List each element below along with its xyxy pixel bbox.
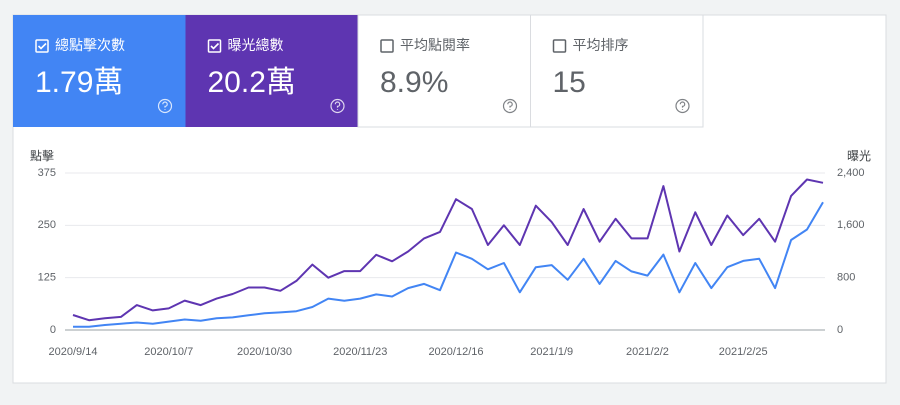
card-value: 8.9% <box>380 66 448 99</box>
help-icon <box>502 98 518 114</box>
line-series <box>73 201 824 328</box>
card-label: 平均排序 <box>573 37 629 53</box>
y2-tick-label: 800 <box>837 272 855 284</box>
card-label: 平均點閱率 <box>400 37 470 53</box>
checkmark <box>210 42 220 50</box>
y-tick-label: 375 <box>38 167 56 179</box>
line-series <box>72 178 824 322</box>
metric-card[interactable] <box>530 14 704 128</box>
card-label: 總點擊次數 <box>55 37 125 53</box>
card-value: 15 <box>553 66 586 99</box>
y-tick-label: 250 <box>38 219 56 231</box>
x-tick-label: 2020/10/30 <box>237 346 292 358</box>
help-icon-mark <box>162 101 168 110</box>
x-tick-label: 2021/2/2 <box>626 346 669 358</box>
help-icon-mark <box>679 101 686 110</box>
x-tick-label: 2020/10/7 <box>144 346 193 358</box>
help-icon <box>675 98 690 114</box>
card-value: 1.79萬 <box>35 66 123 99</box>
y-tick-label: 0 <box>50 324 56 336</box>
x-tick-label: 2021/1/9 <box>530 346 573 358</box>
checkbox[interactable] <box>380 39 394 53</box>
x-tick-label: 2021/2/25 <box>719 346 768 358</box>
x-tick-label: 2020/9/14 <box>49 346 98 358</box>
x-tick-label: 2020/12/16 <box>428 346 483 358</box>
checkmark <box>37 42 47 50</box>
metric-card[interactable] <box>357 14 531 128</box>
card-value: 20.2萬 <box>208 66 296 99</box>
help-icon <box>330 98 345 114</box>
y-axis-title: 點擊 <box>30 148 54 163</box>
checkbox[interactable] <box>35 39 49 53</box>
checkbox[interactable] <box>207 39 222 53</box>
metric-card[interactable] <box>13 15 186 127</box>
metric-card[interactable] <box>185 15 359 127</box>
help-icon-mark <box>334 101 341 110</box>
help-icon-mark <box>507 101 513 110</box>
x-tick-label: 2020/11/23 <box>333 346 387 358</box>
y2-tick-label: 0 <box>837 324 843 336</box>
y2-axis-title: 曝光 <box>847 149 871 163</box>
y2-tick-label: 1,600 <box>837 219 865 231</box>
y2-tick-label: 2,400 <box>837 167 865 179</box>
y-tick-label: 125 <box>38 272 56 284</box>
card-label: 曝光總數 <box>228 37 284 53</box>
help-icon <box>157 98 173 114</box>
checkbox[interactable] <box>552 39 567 53</box>
